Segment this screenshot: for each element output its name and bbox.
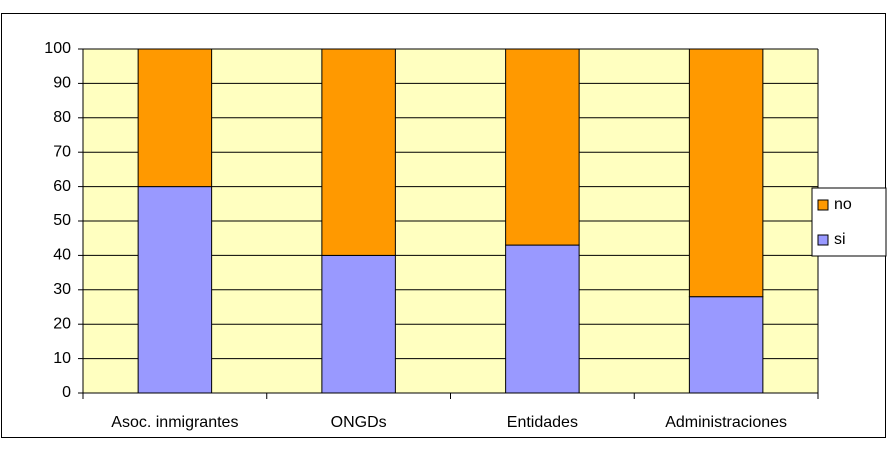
bar-segment — [505, 244, 580, 394]
x-tick-label: ONGDs — [331, 414, 387, 431]
bar-segment — [137, 48, 213, 188]
legend-swatch — [817, 234, 829, 246]
y-tick-label: 80 — [53, 109, 71, 126]
y-tick-label: 60 — [53, 178, 71, 195]
x-tick-label: Asoc. inmigrantes — [111, 414, 238, 431]
y-tick-label: 30 — [53, 281, 71, 298]
legend-swatch — [817, 199, 829, 211]
y-tick-label: 50 — [53, 212, 71, 229]
y-tick-label: 70 — [53, 143, 71, 160]
bar-segment — [321, 254, 396, 394]
y-tick-label: 90 — [53, 75, 71, 92]
bar-segment — [505, 48, 580, 246]
x-tick-label: Administraciones — [665, 414, 787, 431]
legend-label: no — [834, 196, 852, 213]
y-tick-label: 10 — [53, 350, 71, 367]
legend-label: si — [834, 231, 846, 248]
y-tick-label: 40 — [53, 247, 71, 264]
y-tick-label: 0 — [62, 384, 71, 401]
bar-segment — [688, 296, 764, 394]
bar-segment — [137, 186, 213, 394]
bar-segment — [321, 48, 396, 256]
bar-segment — [688, 48, 764, 298]
y-tick-label: 20 — [53, 315, 71, 332]
y-tick-label: 100 — [44, 40, 71, 57]
x-tick-label: Entidades — [507, 414, 578, 431]
